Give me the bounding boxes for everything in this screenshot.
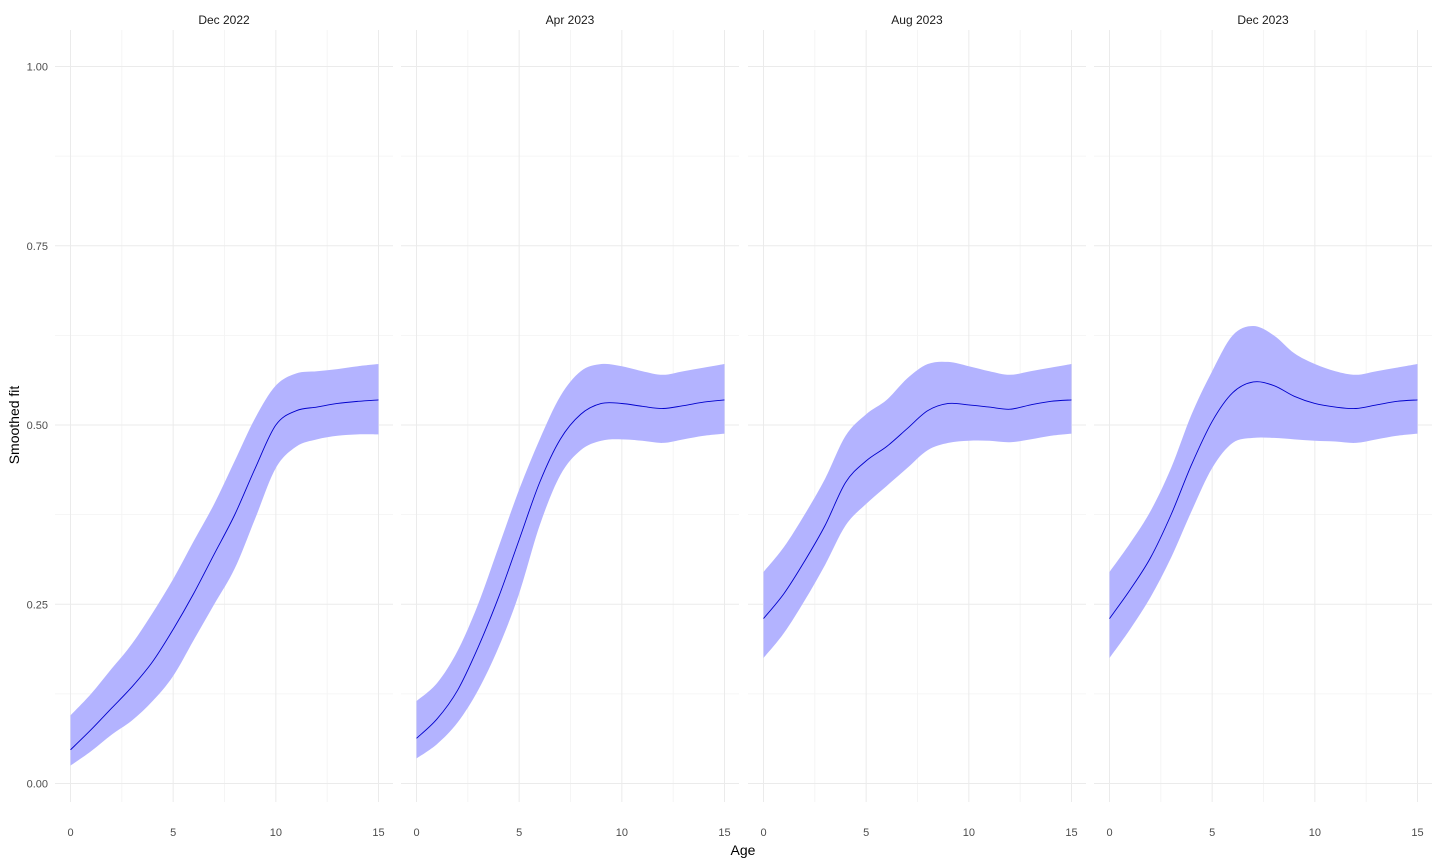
y-tick-label: 0.75 (27, 241, 48, 253)
facet-panel: Dec 2022 0 5 10 15 (55, 13, 393, 839)
x-tick-label: 10 (963, 827, 975, 839)
confidence-ribbon (1109, 326, 1418, 659)
confidence-ribbon (416, 363, 725, 759)
x-tick-label: 0 (413, 827, 419, 839)
x-tick-label: 10 (616, 827, 628, 839)
y-tick-label: 0.25 (27, 599, 48, 611)
x-axis-title: Age (731, 842, 756, 858)
facet-panel: Dec 2023 0 5 10 15 (1094, 13, 1432, 839)
x-tick-label: 5 (1209, 827, 1215, 839)
facet-title: Dec 2022 (198, 13, 250, 27)
facet-title: Apr 2023 (546, 13, 595, 27)
x-tick-label: 5 (516, 827, 522, 839)
facet-panel: Apr 2023 0 5 10 15 (401, 13, 739, 839)
smoothed-fit-line (1109, 381, 1418, 619)
x-tick-label: 5 (863, 827, 869, 839)
x-tick-label: 0 (67, 827, 73, 839)
x-tick-label: 0 (760, 827, 766, 839)
smoothed-fit-line (70, 399, 379, 751)
x-tick-label: 15 (1411, 827, 1423, 839)
facet-panel: Aug 2023 0 5 10 15 (748, 13, 1086, 839)
y-tick-label: 1.00 (27, 62, 48, 74)
y-tick-label: 0.00 (27, 779, 48, 791)
facet-title: Aug 2023 (891, 13, 943, 27)
y-axis: 0.00 0.25 0.50 0.75 1.00 (27, 62, 48, 791)
y-tick-label: 0.50 (27, 420, 48, 432)
smoothed-fit-line (416, 399, 725, 739)
confidence-ribbon (70, 364, 379, 766)
facets: Dec 2022 0 5 10 15 Apr 2023 0 5 10 15 Aug 2023 0 5 10… (55, 13, 1432, 839)
x-tick-label: 15 (1065, 827, 1077, 839)
smoothed-fit-line (763, 399, 1072, 619)
x-tick-label: 0 (1106, 827, 1112, 839)
x-tick-label: 15 (718, 827, 730, 839)
x-tick-label: 10 (1309, 827, 1321, 839)
confidence-ribbon (763, 361, 1072, 659)
facet-title: Dec 2023 (1237, 13, 1289, 27)
x-tick-label: 10 (270, 827, 282, 839)
x-tick-label: 5 (170, 827, 176, 839)
x-tick-label: 15 (372, 827, 384, 839)
y-axis-title: Smoothed fit (6, 386, 22, 465)
